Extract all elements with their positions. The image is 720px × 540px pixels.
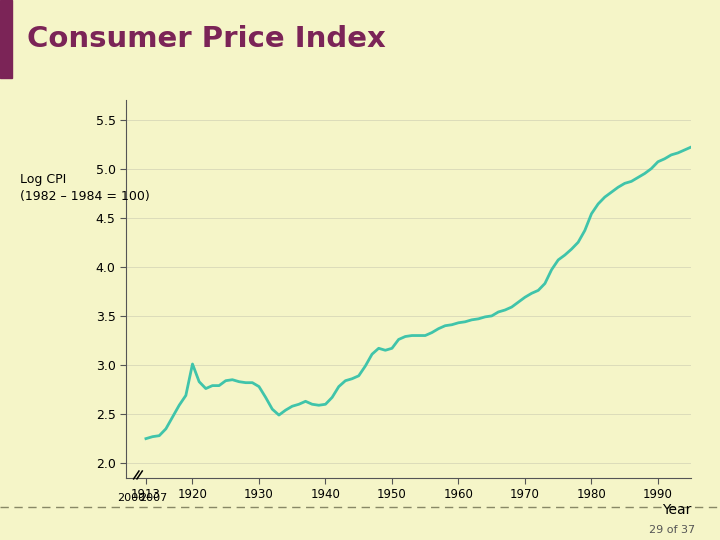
Text: 2000: 2000 (117, 493, 145, 503)
Text: Log CPI
(1982 – 1984 = 100): Log CPI (1982 – 1984 = 100) (20, 173, 150, 203)
Text: 29 of 37: 29 of 37 (649, 524, 695, 535)
Bar (0, 0, 12, 78)
Text: Year: Year (662, 503, 691, 517)
Text: Consumer Price Index: Consumer Price Index (27, 25, 386, 53)
Text: 2007: 2007 (139, 493, 168, 503)
